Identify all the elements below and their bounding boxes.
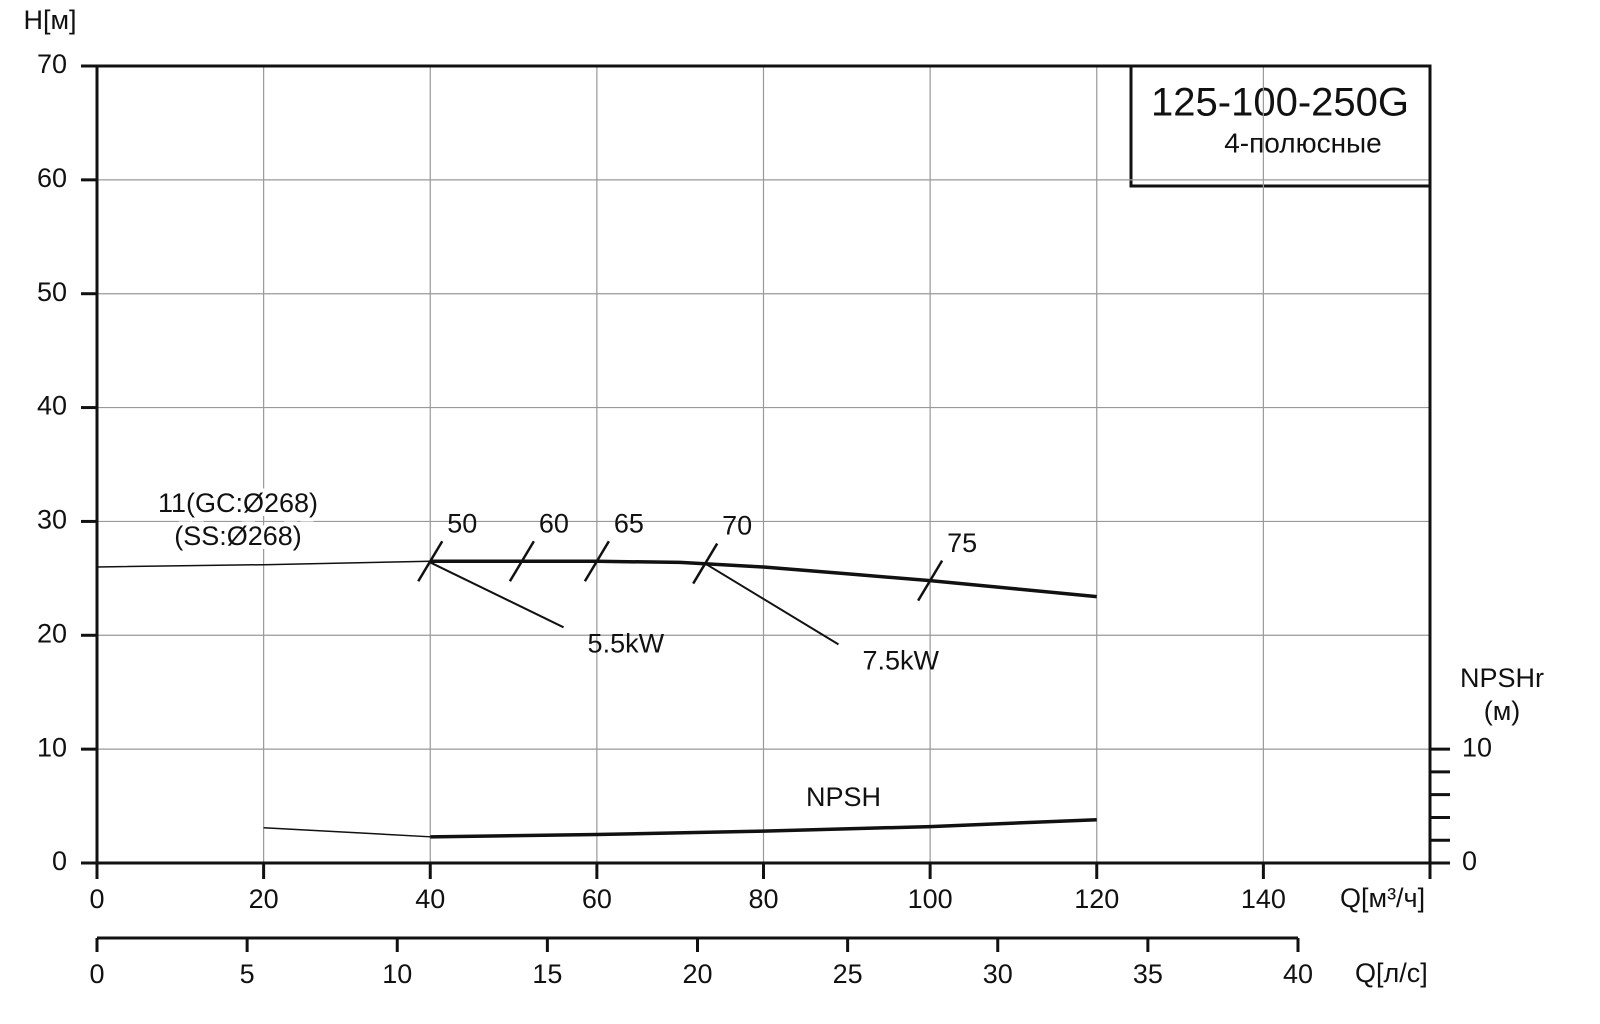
y-tick-label: 10 [37,732,67,762]
efficiency-label: 65 [614,508,644,538]
x-tick-label: 100 [908,884,953,914]
series-line [96,560,431,568]
efficiency-label: 50 [447,508,477,538]
y-tick-label: 50 [37,277,67,307]
efficiency-label: 60 [539,508,569,538]
curve-label: (SS:Ø268) [174,521,302,551]
power-leader [704,562,839,646]
title-box [1129,64,1432,188]
x2-tick-label: 25 [833,959,863,989]
power-label: 7.5kW [862,646,939,676]
y-tick-label: 20 [37,618,67,648]
power-label: 5.5kW [588,628,665,658]
y2-tick-label: 10 [1462,732,1492,762]
x2-axis-label: Q[л/с] [1355,958,1428,988]
y-tick-label: 30 [37,505,67,535]
x-tick-label: 20 [249,884,279,914]
efficiency-mark [583,540,610,582]
x2-tick-label: 5 [240,959,255,989]
x-tick-label: 60 [582,884,612,914]
efficiency-label: 70 [722,511,752,541]
x2-tick-label: 15 [532,959,562,989]
x2-tick-label: 20 [682,959,712,989]
series-line [430,559,1097,599]
curve-label: 11(GC:Ø268) [158,488,318,518]
x-tick-label: 140 [1241,884,1286,914]
series-line [263,826,431,838]
efficiency-mark [417,540,444,582]
y-tick-label: 0 [52,846,67,876]
chart-title: 125-100-250G [1151,81,1409,125]
series-line [430,817,1097,839]
x-tick-label: 120 [1074,884,1119,914]
chart-subtitle: 4-полюсные [1224,127,1382,158]
y2-axis-label: NPSHr [1460,663,1544,693]
power-leader [429,561,564,629]
y-tick-label: 70 [37,49,67,79]
efficiency-mark [508,540,535,582]
x2-tick-label: 10 [382,959,412,989]
x2-tick-label: 35 [1133,959,1163,989]
y-axis-label: H[м] [23,5,76,35]
plot-frame [95,64,1432,865]
x-tick-label: 40 [415,884,445,914]
x2-tick-label: 30 [983,959,1013,989]
y-tick-label: 60 [37,163,67,193]
x-tick-label: 0 [89,884,104,914]
x-axis-label: Q[м³/ч] [1340,883,1425,913]
efficiency-mark [917,559,944,602]
x2-tick-label: 40 [1283,959,1313,989]
y2-axis-unit: (м) [1484,696,1521,726]
y-tick-label: 40 [37,391,67,421]
x-tick-label: 80 [748,884,778,914]
y2-tick-label: 0 [1462,846,1477,876]
efficiency-label: 75 [947,528,977,558]
x2-tick-label: 0 [89,959,104,989]
series-label: NPSH [806,782,881,812]
